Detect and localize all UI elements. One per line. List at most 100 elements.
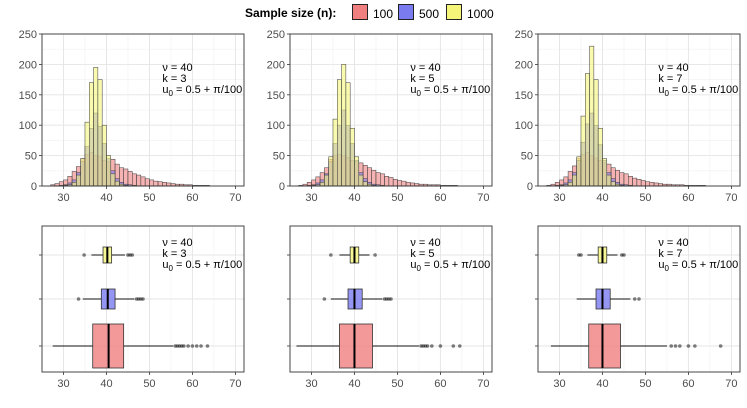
histogram-k5-bar-n1000 (332, 118, 338, 187)
boxplot-k7-xtick-label: 40 (596, 378, 608, 390)
histogram-k5-xtick-label: 70 (477, 192, 489, 204)
histogram-k3-ytick-label: 50 (25, 151, 37, 163)
boxplot-k5-xtick-label: 30 (305, 378, 317, 390)
boxplot-k5-outlier-n100 (425, 344, 430, 348)
boxplot-k7-outlier-n100 (686, 344, 691, 348)
histogram-k3-xtick-label: 50 (143, 192, 155, 204)
histogram-k5-bar-n1000 (328, 156, 334, 187)
histogram-k3-bar-n100 (157, 181, 163, 187)
histogram-k7-ytick-label: 100 (515, 120, 533, 132)
histogram-k5-bar-n1000 (341, 64, 347, 187)
boxplot-k7-outlier-n500 (632, 297, 637, 301)
boxplot-k5-outlier-n1000 (373, 253, 377, 257)
histogram-k5-ytick-label: 0 (279, 181, 285, 193)
histogram-k5-border (289, 33, 493, 187)
boxplot-k7-border (537, 225, 741, 373)
histogram-k3-bar-n1000 (93, 67, 99, 187)
histogram-k5-bar-n1000 (358, 174, 364, 187)
boxplot-k7-annotation-nu: ν = 40 (658, 237, 688, 249)
boxplot-k5-outlier-n1000 (329, 253, 333, 257)
histogram-k5-bar-n1000 (345, 82, 351, 187)
histogram-k5-bar-n100 (401, 180, 407, 187)
histogram-k3-bar-n100 (132, 173, 137, 187)
histogram-k3: 0 50 100 150 200 250 30 40 50 60 70 ν = 40k = 3u0 =… (19, 29, 245, 204)
histogram-k7-bar-n100 (640, 180, 646, 187)
histogram-k5-xtick-label: 60 (434, 192, 446, 204)
legend-key-1000 (446, 4, 462, 20)
histogram-k3-bar-n1000 (80, 158, 86, 187)
histogram-k3-bar-n100 (140, 176, 146, 187)
boxplot-k3-outlier-n1000 (130, 253, 135, 257)
boxplot-k5-xtick-label: 50 (391, 378, 403, 390)
legend-label-500: 500 (419, 7, 440, 21)
boxplot-k7-annotation-k: k = 7 (658, 248, 682, 260)
histogram-k3-xtick-label: 70 (229, 192, 241, 204)
boxplot-k3-annotation-nu: ν = 40 (162, 237, 192, 249)
histogram-k5-ytick-label: 250 (267, 29, 285, 41)
histogram-k5-bar-n100 (375, 172, 381, 187)
histogram-k3-ytick-label: 100 (19, 120, 37, 132)
boxplot-k5-annotation-k: k = 5 (410, 248, 434, 260)
boxplot-k3-outlier-n100 (199, 344, 203, 348)
boxplot-k7-outlier-n100 (678, 344, 682, 348)
histogram-k7-bar-n1000 (580, 115, 586, 187)
boxplot-k3-outlier-n500 (76, 297, 81, 301)
boxplot-k5-outlier-n100 (430, 344, 434, 348)
boxplot-k3-annotation-u0: u0 = 0.5 + π/100 (162, 259, 242, 273)
histogram-k3-xtick-label: 60 (186, 192, 198, 204)
boxplot-k5-outlier-n500 (322, 297, 327, 301)
histogram-k3-bar-n100 (123, 168, 129, 187)
histogram-k5-ytick-label: 50 (273, 151, 285, 163)
histogram-k7-bar-n1000 (567, 182, 573, 187)
boxplot-k5-outlier-n500 (389, 297, 393, 301)
legend-key-500 (398, 4, 414, 20)
boxplot-k3-xtick-label: 40 (100, 378, 112, 390)
histogram-k7-bar-n1000 (576, 156, 582, 187)
histogram-k3-bar-n100 (149, 179, 154, 187)
histogram-k5-bar-n1000 (337, 79, 342, 187)
histogram-k3-annotation-nu: ν = 40 (162, 62, 192, 74)
histogram-k3-bar-n100 (162, 182, 167, 187)
boxplot-k3-outlier-n100 (194, 344, 199, 348)
boxplot-k3-outlier-n100 (182, 344, 186, 348)
histogram-k7-xtick-label: 30 (553, 192, 565, 204)
boxplot-k3-xtick-label: 50 (143, 378, 155, 390)
boxplot-k7-outlier-n100 (673, 344, 678, 348)
histogram-k5-bar-n100 (405, 182, 411, 187)
boxplot-k7-annotation-u0: u0 = 0.5 + π/100 (658, 259, 738, 273)
histogram-k3-ytick-label: 150 (19, 90, 37, 102)
boxplot-k3-outlier-n100 (186, 344, 190, 348)
histogram-k7-bar-n1000 (585, 73, 590, 187)
legend: Sample size (n): 100 500 1000 (0, 0, 747, 28)
histogram-k3-bar-n1000 (110, 173, 116, 187)
histogram-k3-bar-n100 (144, 178, 150, 187)
histogram-k5-xtick-label: 50 (391, 192, 403, 204)
histogram-k3-ytick-label: 0 (31, 181, 37, 193)
histogram-k5-ytick-label: 200 (267, 59, 285, 71)
histogram-k5-ytick-label: 100 (267, 120, 285, 132)
boxplot-k7-xtick-label: 30 (553, 378, 565, 390)
histogram-k7-bar-n1000 (589, 45, 595, 187)
histogram-k7-annotation-k: k = 7 (658, 73, 682, 85)
histogram-k7-xtick-label: 70 (725, 192, 737, 204)
boxplot-k5-box-n100 (339, 323, 373, 369)
histogram-k5-bar-n100 (371, 169, 377, 187)
histogram-k7-border (537, 33, 741, 187)
histogram-k3-bar-n100 (153, 180, 159, 187)
boxplot-k7: 30 40 50 60 70 ν = 40k = 7u0 = 0.5 + π/100 (535, 225, 741, 390)
histogram-k7-xtick-label: 50 (639, 192, 651, 204)
histogram-k7-bar-n100 (649, 182, 655, 187)
histogram-k3-bar-n1000 (89, 82, 94, 187)
histogram-k5-bar-n100 (388, 177, 394, 187)
histogram-k3-border (41, 33, 245, 187)
histogram-k3-bar-n1000 (84, 121, 90, 187)
histogram-k7-ytick-label: 250 (515, 29, 533, 41)
histogram-k3-xtick-label: 30 (57, 192, 69, 204)
boxplot-k3-xtick-label: 70 (229, 378, 241, 390)
histogram-k7-bar-n100 (636, 179, 642, 187)
boxplot-k3-annotation-k: k = 3 (162, 248, 186, 260)
boxplot-k3-border (41, 225, 245, 373)
histogram-k7-bar-n100 (645, 181, 650, 187)
histogram-k7-bar-n100 (628, 176, 633, 187)
boxplot-k3-outlier-n100 (190, 344, 195, 348)
